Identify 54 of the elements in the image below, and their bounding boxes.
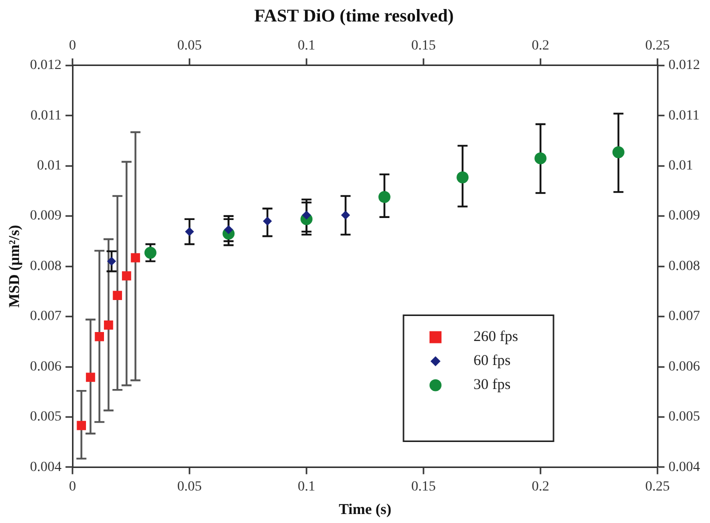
x-tick-label: 0 (69, 38, 76, 54)
x-tick-label: 0.05 (177, 38, 202, 54)
y2-tick-label: 0.008 (668, 258, 700, 274)
chart-title: FAST DiO (time resolved) (254, 5, 454, 26)
y2-tick-label: 0.01 (668, 158, 693, 174)
point (534, 152, 546, 164)
point (302, 210, 311, 220)
point (130, 253, 140, 262)
y-tick-label: 0.005 (30, 410, 62, 425)
x-tick-label: 0.25 (645, 38, 670, 54)
point (104, 320, 114, 330)
legend-label: 30 fps (474, 377, 511, 394)
x2-tick-label: 0.1 (298, 479, 316, 494)
x-axis-title: Time (s) (338, 502, 392, 518)
y-axis-title: MSD (µm²/s) (6, 224, 23, 308)
point (107, 256, 116, 266)
point (224, 225, 234, 234)
point (456, 171, 469, 184)
y2-tick-label: 0.005 (668, 410, 700, 425)
point (378, 190, 390, 203)
y-tick-label: 0.011 (30, 108, 62, 124)
point (112, 290, 122, 300)
y2-tick-label: 0.009 (668, 208, 700, 224)
y2-tick-label: 0.004 (668, 460, 700, 475)
point (341, 210, 350, 220)
point (86, 372, 96, 382)
point (612, 146, 624, 158)
y-tick-label: 0.008 (30, 258, 62, 274)
x2-tick-label: 0.2 (532, 479, 550, 494)
y-tick-label: 0.004 (30, 460, 62, 475)
y-tick-label: 0.009 (30, 208, 62, 224)
point (262, 216, 272, 226)
x-tick-label: 0.2 (532, 38, 550, 54)
legend-label: 260 fps (474, 329, 518, 346)
x-tick-label: 0.15 (411, 38, 436, 54)
x2-tick-label: 0.05 (177, 479, 202, 494)
y-tick-label: 0.012 (30, 58, 62, 74)
y-tick-label: 0.01 (37, 158, 62, 174)
y2-tick-label: 0.007 (668, 309, 700, 324)
y2-tick-label: 0.012 (668, 58, 700, 74)
y-tick-label: 0.007 (30, 309, 62, 324)
y-tick-label: 0.006 (30, 359, 62, 374)
point (122, 271, 132, 280)
point (94, 332, 104, 342)
x2-tick-label: 0 (69, 479, 76, 494)
x2-tick-label: 0.25 (645, 479, 670, 494)
y2-tick-label: 0.011 (668, 108, 700, 124)
point (144, 246, 156, 259)
x2-tick-label: 0.15 (411, 479, 436, 494)
x-tick-label: 0.1 (298, 38, 316, 54)
legend-label: 60 fps (474, 353, 511, 370)
point (185, 227, 194, 236)
point (76, 420, 86, 430)
y2-tick-label: 0.006 (668, 359, 700, 374)
